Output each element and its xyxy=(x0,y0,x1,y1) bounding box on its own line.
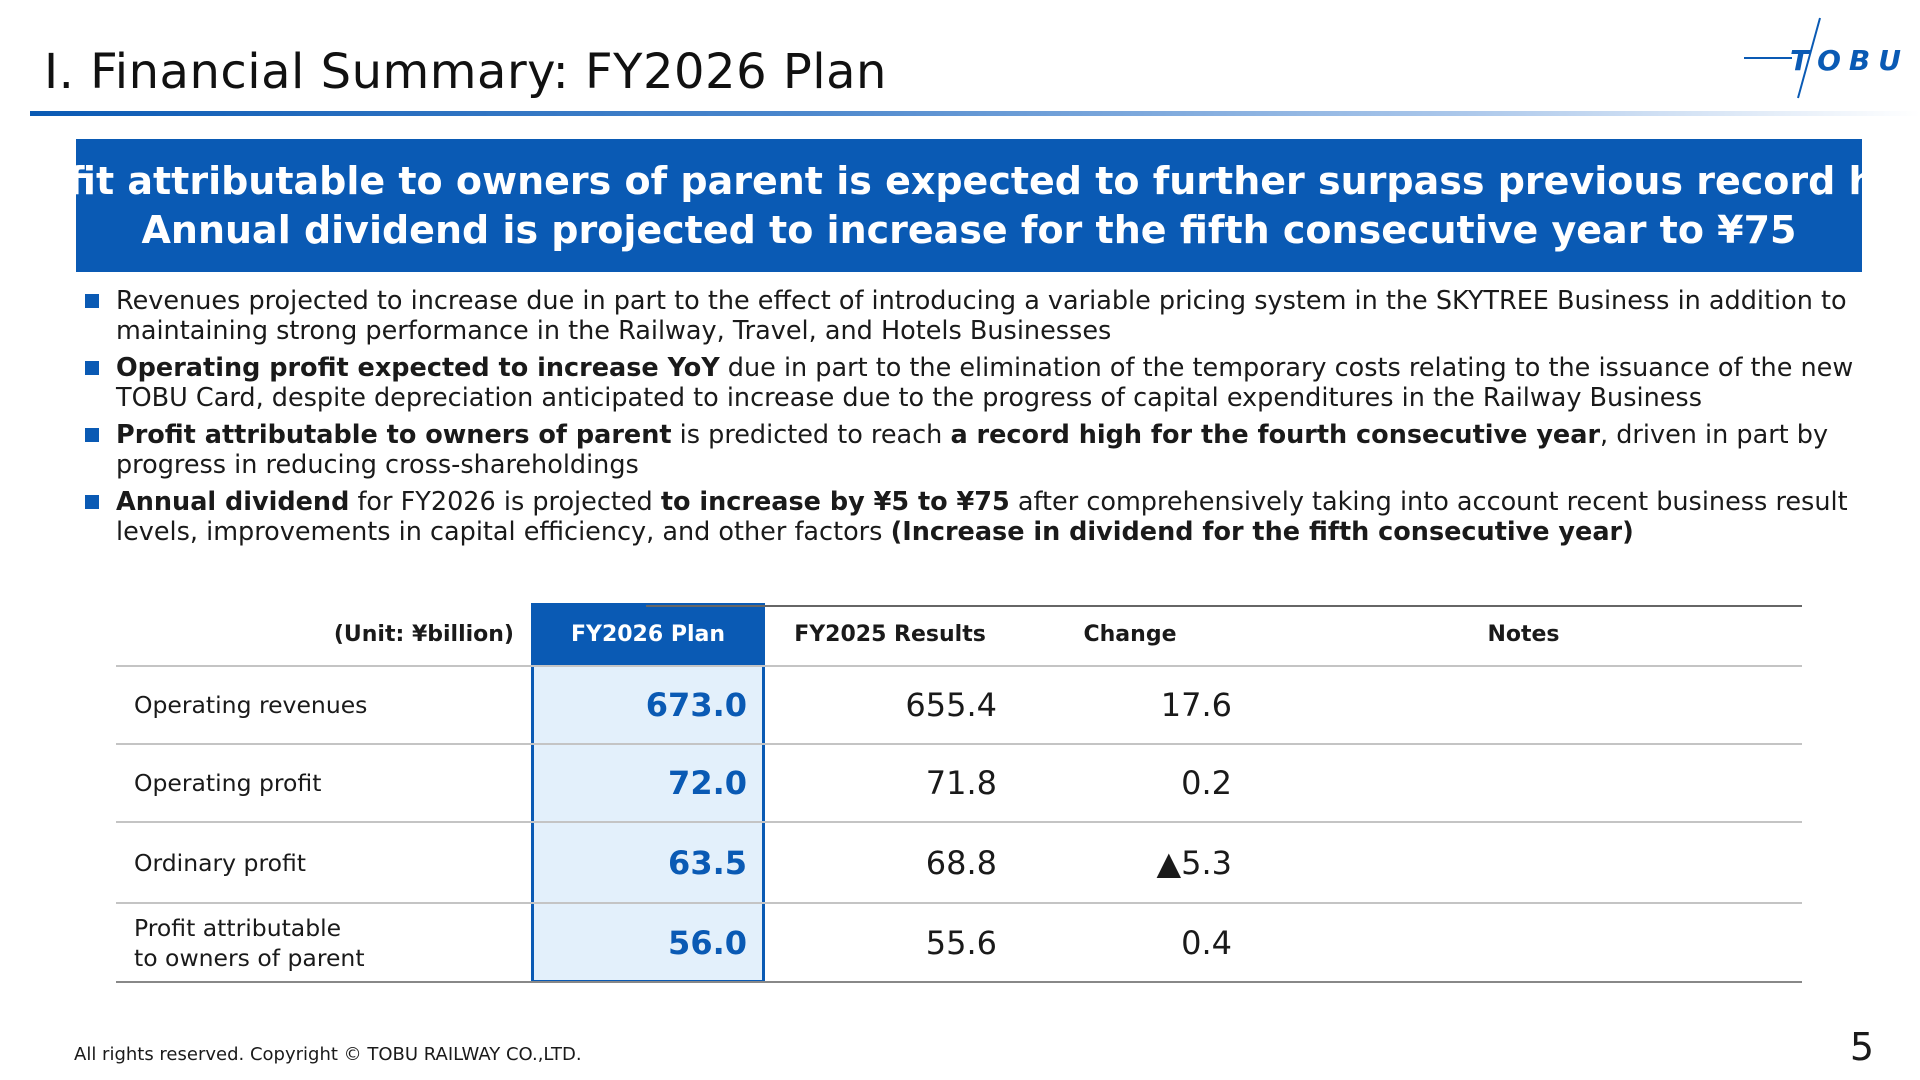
results-value: 55.6 xyxy=(925,923,997,962)
change-value: 17.6 xyxy=(1160,686,1232,724)
row-divider xyxy=(116,821,1802,823)
bullet-emphasis: Annual dividend xyxy=(116,487,350,517)
bullet-text: after comprehensively taking into accoun… xyxy=(116,487,1848,547)
column-header-plan: FY2026 Plan xyxy=(570,622,726,647)
bullet-text: is predicted to reach xyxy=(671,420,951,450)
title-underline xyxy=(30,111,1920,116)
results-value: 68.8 xyxy=(925,843,997,882)
header-divider xyxy=(116,665,1802,667)
bullet-item: Annual dividend for FY2026 is projected … xyxy=(84,487,1874,547)
notes-value xyxy=(1265,745,1785,821)
financial-table: (Unit: ¥billion) FY2026 Plan FY2025 Resu… xyxy=(116,603,1802,983)
bullet-emphasis: a record high for the fourth consecutive… xyxy=(950,420,1601,450)
page-title: I. Financial Summary: FY2026 Plan xyxy=(44,44,887,100)
column-header-results: FY2025 Results xyxy=(794,622,986,647)
row-divider xyxy=(116,902,1802,904)
plan-value: 56.0 xyxy=(668,923,747,962)
plan-column-header-bg xyxy=(531,603,765,666)
bullet-text: , driven in part by progress in reducing… xyxy=(116,420,1829,480)
square-bullet-icon xyxy=(85,294,99,308)
page-number: 5 xyxy=(1849,1025,1874,1069)
results-value: 71.8 xyxy=(925,764,997,802)
plan-value: 63.5 xyxy=(668,843,747,882)
square-bullet-icon xyxy=(85,495,99,509)
banner-line-1: Profit attributable to owners of parent … xyxy=(0,158,1920,203)
bullet-item: Revenues projected to increase due in pa… xyxy=(84,286,1874,346)
change-value: 0.2 xyxy=(1181,764,1232,802)
row-label: Operating revenues xyxy=(134,691,368,719)
headline-banner: Profit attributable to owners of parent … xyxy=(0,139,1920,272)
row-label: Ordinary profit xyxy=(134,848,306,877)
change-value: 0.4 xyxy=(1181,923,1232,962)
bullet-item: Operating profit expected to increase Yo… xyxy=(84,353,1874,413)
bullet-text: for FY2026 is projected xyxy=(349,487,661,517)
svg-text:TOBU: TOBU xyxy=(1790,44,1904,77)
bullet-emphasis: Operating profit expected to increase Yo… xyxy=(116,353,720,383)
notes-value xyxy=(1265,823,1785,902)
row-label: Operating profit xyxy=(134,769,322,797)
change-value: ▲5.3 xyxy=(1156,843,1233,882)
row-label: Profit attributable to owners of parent xyxy=(134,913,365,972)
copyright-notice: All rights reserved. Copyright © TOBU RA… xyxy=(74,1044,582,1065)
bullet-emphasis: (Increase in dividend for the fifth cons… xyxy=(890,517,1634,547)
table-bottom-border xyxy=(116,981,1802,983)
tobu-logo: TOBU xyxy=(1744,8,1904,108)
bullet-emphasis: to increase by ¥5 to ¥75 xyxy=(660,487,1010,517)
notes-value xyxy=(1265,667,1785,743)
row-divider xyxy=(116,743,1802,745)
banner-line-2: Annual dividend is projected to increase… xyxy=(141,207,1797,252)
bullet-text: Revenues projected to increase due in pa… xyxy=(116,286,1847,346)
column-header-change: Change xyxy=(1083,622,1177,647)
results-value: 655.4 xyxy=(905,686,997,724)
bullet-emphasis: Profit attributable to owners of parent xyxy=(116,420,672,450)
table-top-border xyxy=(646,605,1802,607)
bullet-list: Revenues projected to increase due in pa… xyxy=(84,286,1874,554)
square-bullet-icon xyxy=(85,428,99,442)
square-bullet-icon xyxy=(85,361,99,375)
bullet-text: due in part to the elimination of the te… xyxy=(116,353,1854,413)
plan-value: 72.0 xyxy=(668,764,747,802)
notes-value xyxy=(1265,904,1785,981)
column-header-notes: Notes xyxy=(1487,622,1560,647)
bullet-item: Profit attributable to owners of parent … xyxy=(84,420,1874,480)
unit-label: (Unit: ¥billion) xyxy=(333,622,514,647)
plan-value: 673.0 xyxy=(645,686,747,724)
